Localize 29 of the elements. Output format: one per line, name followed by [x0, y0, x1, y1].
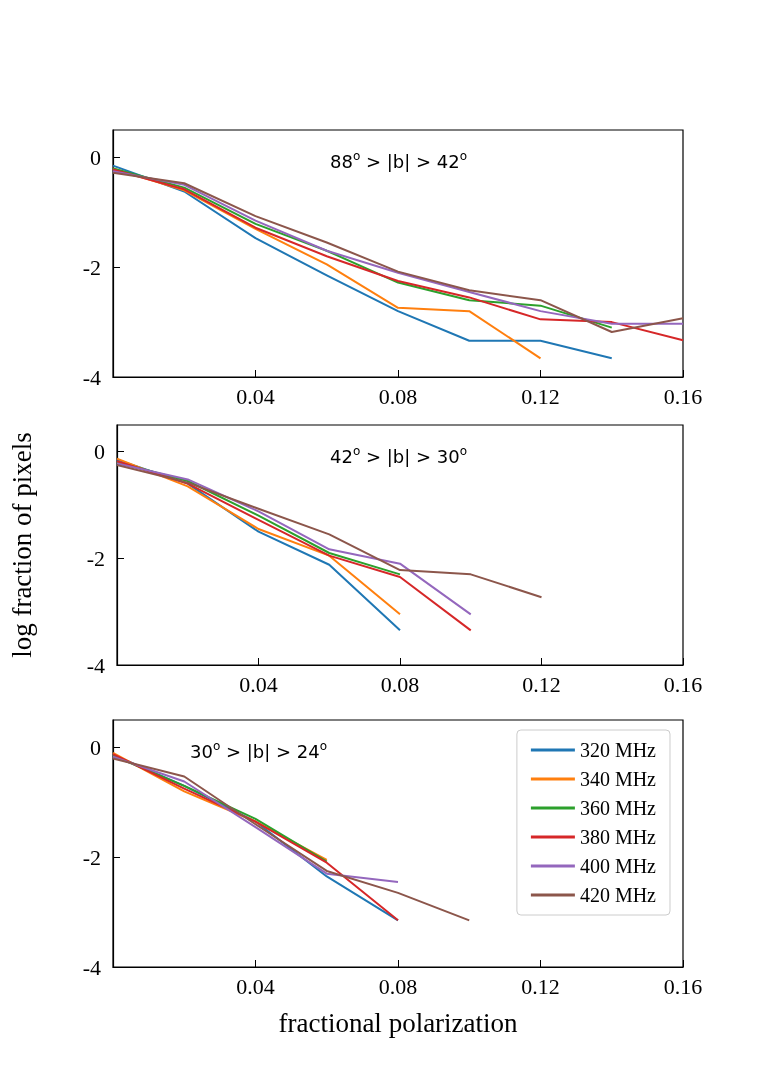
legend-label: 400 MHz — [579, 855, 657, 877]
legend-label: 380 MHz — [579, 826, 657, 848]
x-tick-label: 0.12 — [521, 383, 560, 409]
y-axis-title: log fraction of pixels — [6, 432, 37, 658]
legend-label: 340 MHz — [579, 768, 657, 790]
legend-label: 360 MHz — [579, 797, 657, 819]
legend-label: 320 MHz — [579, 739, 657, 761]
x-tick-label: 0.04 — [236, 973, 275, 999]
y-tick-label: 0 — [90, 734, 101, 760]
x-tick-label: 0.16 — [663, 671, 703, 697]
x-tick-label: 0.12 — [521, 973, 560, 999]
y-tick-label: -2 — [86, 545, 105, 571]
x-tick-label: 0.08 — [378, 383, 418, 409]
y-tick-label: -2 — [82, 254, 101, 280]
x-axis-title: fractional polarization — [278, 1007, 519, 1038]
y-tick-label: 0 — [94, 439, 105, 465]
x-tick-label: 0.08 — [380, 671, 420, 697]
y-tick-label: -2 — [82, 844, 101, 870]
y-tick-label: -4 — [82, 364, 101, 390]
x-tick-label: 0.04 — [236, 383, 275, 409]
y-tick-label: -4 — [82, 954, 101, 980]
x-tick-label: 0.08 — [378, 973, 418, 999]
x-tick-label: 0.16 — [663, 383, 703, 409]
x-tick-label: 0.12 — [522, 671, 561, 697]
x-tick-label: 0.04 — [239, 671, 278, 697]
legend-label: 420 MHz — [579, 884, 657, 906]
x-tick-label: 0.16 — [663, 973, 703, 999]
y-tick-label: -4 — [86, 652, 105, 678]
y-tick-label: 0 — [90, 144, 101, 170]
